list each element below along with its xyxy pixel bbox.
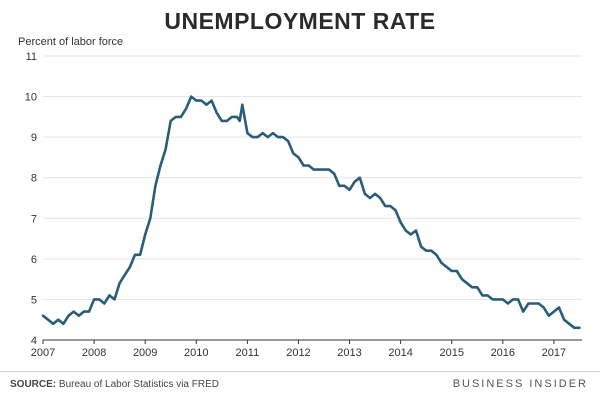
y-tick-label: 5 [31,294,37,306]
x-tick-label: 2014 [388,347,412,359]
y-tick-label: 8 [31,173,37,185]
x-tick-label: 2008 [82,347,106,359]
y-tick-label: 10 [25,92,37,104]
footer-divider [0,371,600,372]
x-tick-label: 2009 [133,347,157,359]
x-tick-label: 2007 [31,347,55,359]
x-tick-label: 2017 [542,347,566,359]
chart-title: UNEMPLOYMENT RATE [164,8,436,34]
x-tick-label: 2011 [236,347,260,359]
axes: 4 5 6 7 8 9 10 11 2007 2008 2009 2010 2011 2012 2013 20… [25,51,582,359]
y-tick-label: 6 [31,254,37,266]
x-tick-label: 2012 [286,347,310,359]
x-tick-label: 2016 [491,347,515,359]
x-tick-label: 2010 [184,347,208,359]
y-tick-label: 11 [26,51,37,63]
series-line-unemployment-rate [41,95,581,330]
x-tick-label: 2015 [439,347,463,359]
source-note: SOURCE: Bureau of Labor Statistics via F… [10,379,219,390]
y-tick-label: 9 [31,132,37,144]
y-tick-label: 7 [31,213,37,225]
y-tick-label: 4 [31,335,37,347]
x-tick-label: 2013 [337,347,361,359]
gridlines [43,55,582,300]
brand-logo-text: BUSINESS INSIDER [452,378,588,390]
source-text: Bureau of Labor Statistics via FRED [56,379,219,390]
source-label: SOURCE: [10,379,57,390]
unemployment-chart: 4 5 6 7 8 9 10 11 2007 2008 2009 2010 2011 2012 2013 20… [25,51,582,359]
series-layer [41,95,581,330]
y-axis-label: Percent of labor force [18,36,124,48]
